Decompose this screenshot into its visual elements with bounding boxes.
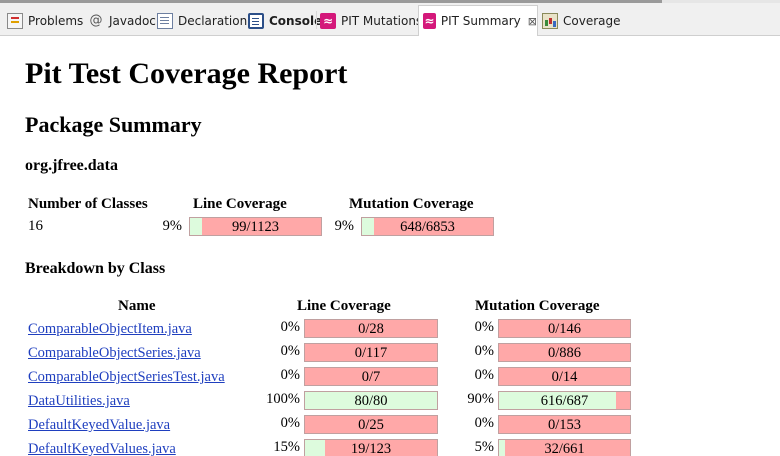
pit-icon: ≈ (423, 13, 436, 29)
class-mutation-percent: 0% (474, 415, 494, 431)
summary-mutation-percent: 9% (334, 218, 354, 234)
class-line-bar: 0/28 (304, 319, 438, 338)
tab-javadoc[interactable]: @ Javadoc (88, 6, 156, 36)
class-mutation-percent: 0% (474, 319, 494, 335)
class-link[interactable]: ComparableObjectItem.java (28, 321, 192, 337)
tab-label: Problems (28, 14, 84, 28)
declaration-icon (157, 13, 173, 29)
javadoc-icon: @ (89, 13, 103, 28)
class-mutation-bar: 32/661 (498, 439, 631, 456)
tab-label: PIT Mutations (341, 14, 423, 28)
class-mutation-percent: 0% (474, 343, 494, 359)
coverage-icon (542, 13, 558, 29)
class-count: 16 (28, 218, 43, 234)
tab-declaration[interactable]: Declaration (157, 6, 247, 36)
tab-label: Javadoc (109, 14, 156, 28)
coverage-fill (362, 218, 375, 235)
summary-mutation-label: 648/6853 (400, 219, 455, 235)
problems-icon (7, 13, 23, 29)
class-line-bar: 0/7 (304, 367, 438, 386)
class-line-label: 0/25 (358, 417, 384, 433)
class-mutation-bar: 616/687 (498, 391, 631, 410)
header-mutation-coverage: Mutation Coverage (349, 196, 474, 212)
report-title: Pit Test Coverage Report (25, 57, 348, 90)
class-line-bar: 0/25 (304, 415, 438, 434)
class-line-bar: 19/123 (304, 439, 438, 456)
tab-pit-summary[interactable]: ≈ PIT Summary ⊠ (418, 5, 538, 36)
coverage-fill (305, 440, 326, 456)
class-line-percent: 0% (280, 367, 300, 383)
class-line-label: 80/80 (354, 393, 388, 409)
class-line-percent: 0% (280, 319, 300, 335)
header-class-line-coverage: Line Coverage (297, 298, 391, 314)
package-summary-heading: Package Summary (25, 112, 202, 137)
header-class-mutation-coverage: Mutation Coverage (475, 298, 600, 314)
class-line-bar: 0/117 (304, 343, 438, 362)
class-mutation-bar: 0/146 (498, 319, 631, 338)
pit-icon: ≈ (320, 13, 336, 29)
window-top-border (0, 0, 780, 3)
tab-label: Console (269, 14, 323, 28)
coverage-report: Pit Test Coverage Report Package Summary… (0, 37, 780, 456)
summary-line-label: 99/1123 (232, 219, 279, 235)
coverage-fill (305, 392, 437, 409)
tab-separator (316, 11, 317, 29)
class-line-percent: 15% (273, 439, 300, 455)
class-line-label: 19/123 (350, 441, 392, 456)
class-line-label: 0/7 (361, 369, 381, 385)
class-link[interactable]: DataUtilities.java (28, 393, 130, 409)
class-mutation-label: 32/661 (544, 441, 585, 456)
summary-line-bar: 99/1123 (189, 217, 322, 236)
summary-mutation-bar: 648/6853 (361, 217, 494, 236)
class-line-label: 0/117 (354, 345, 388, 361)
class-mutation-label: 0/14 (551, 369, 578, 385)
class-mutation-label: 0/153 (547, 417, 582, 433)
coverage-fill (499, 392, 617, 409)
class-line-bar: 80/80 (304, 391, 438, 410)
class-line-percent: 0% (280, 415, 300, 431)
breakdown-heading: Breakdown by Class (25, 260, 166, 277)
class-mutation-label: 0/886 (547, 345, 582, 361)
header-line-coverage: Line Coverage (193, 196, 287, 212)
class-link[interactable]: DefaultKeyedValue.java (28, 417, 171, 433)
summary-line-percent: 9% (162, 218, 182, 234)
class-mutation-percent: 5% (474, 439, 494, 455)
class-link[interactable]: DefaultKeyedValues.java (28, 441, 176, 456)
console-icon (248, 13, 264, 29)
coverage-fill (190, 218, 202, 235)
class-line-percent: 0% (280, 343, 300, 359)
close-icon[interactable]: ⊠ (527, 14, 537, 28)
class-mutation-label: 0/146 (547, 321, 582, 337)
class-mutation-percent: 90% (467, 391, 494, 407)
class-line-label: 0/28 (358, 321, 384, 337)
class-mutation-bar: 0/153 (498, 415, 631, 434)
header-number-of-classes: Number of Classes (28, 196, 148, 212)
view-tab-bar: Problems @ Javadoc Declaration Console ≈… (0, 0, 780, 36)
package-name: org.jfree.data (25, 157, 118, 174)
coverage-fill (499, 440, 506, 456)
tab-label: Declaration (178, 14, 248, 28)
tab-label: Coverage (563, 14, 621, 28)
class-link[interactable]: ComparableObjectSeries.java (28, 345, 201, 361)
tab-coverage[interactable]: Coverage (542, 6, 621, 36)
class-mutation-label: 616/687 (540, 393, 589, 409)
tab-pit-mutations[interactable]: ≈ PIT Mutations (320, 6, 422, 36)
class-mutation-percent: 0% (474, 367, 494, 383)
class-link[interactable]: ComparableObjectSeriesTest.java (28, 369, 225, 385)
header-name: Name (118, 298, 156, 314)
class-line-percent: 100% (266, 391, 300, 407)
class-mutation-bar: 0/14 (498, 367, 631, 386)
tab-label: PIT Summary (440, 14, 521, 28)
class-mutation-bar: 0/886 (498, 343, 631, 362)
tab-console[interactable]: Console (248, 6, 322, 36)
tab-problems[interactable]: Problems (7, 6, 83, 36)
